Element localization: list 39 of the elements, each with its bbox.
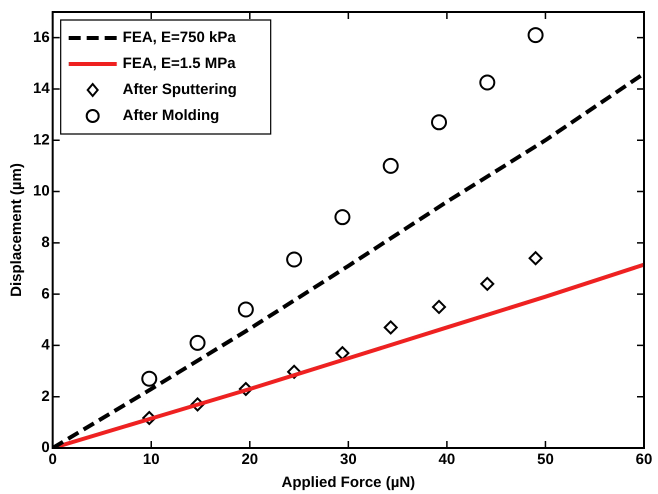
y-axis-title: Displacement (µm) [8,163,26,297]
x-tick-label: 40 [438,451,456,468]
legend-label: FEA, E=1.5 MPa [122,55,236,72]
point [479,74,496,91]
point [190,397,205,412]
y-tick-label: 2 [41,388,50,405]
point [431,114,448,130]
x-tick-label: 50 [537,451,554,468]
point [334,209,350,226]
x-tick-label: 30 [340,451,357,468]
point [142,410,156,425]
point [335,346,350,360]
x-tick-label: 20 [241,451,258,468]
y-tick-label: 12 [32,131,50,148]
x-tick-label: 60 [636,451,652,468]
y-tick-label: 14 [32,80,50,98]
point [480,276,494,291]
point [528,251,543,266]
point [238,382,253,396]
point [286,251,302,268]
point [190,334,206,351]
y-tick-label: 6 [41,285,50,302]
point [432,300,446,314]
point [287,364,302,379]
y-tick-label: 10 [32,182,50,200]
legend-label: After Sputtering [122,81,237,98]
y-tick-label: 4 [41,336,50,354]
y-tick-label: 0 [41,439,50,456]
legend-label: After Molding [122,107,220,124]
point [384,320,398,334]
point [382,158,399,174]
x-tick-label: 10 [142,451,160,468]
x-axis-title: Applied Force (µN) [282,474,416,492]
point [528,27,544,44]
point [238,302,254,318]
point [141,370,158,387]
legend-label: FEA, E=750 kPa [122,29,236,46]
y-tick-label: 16 [32,28,50,46]
y-tick-label: 8 [41,234,50,251]
